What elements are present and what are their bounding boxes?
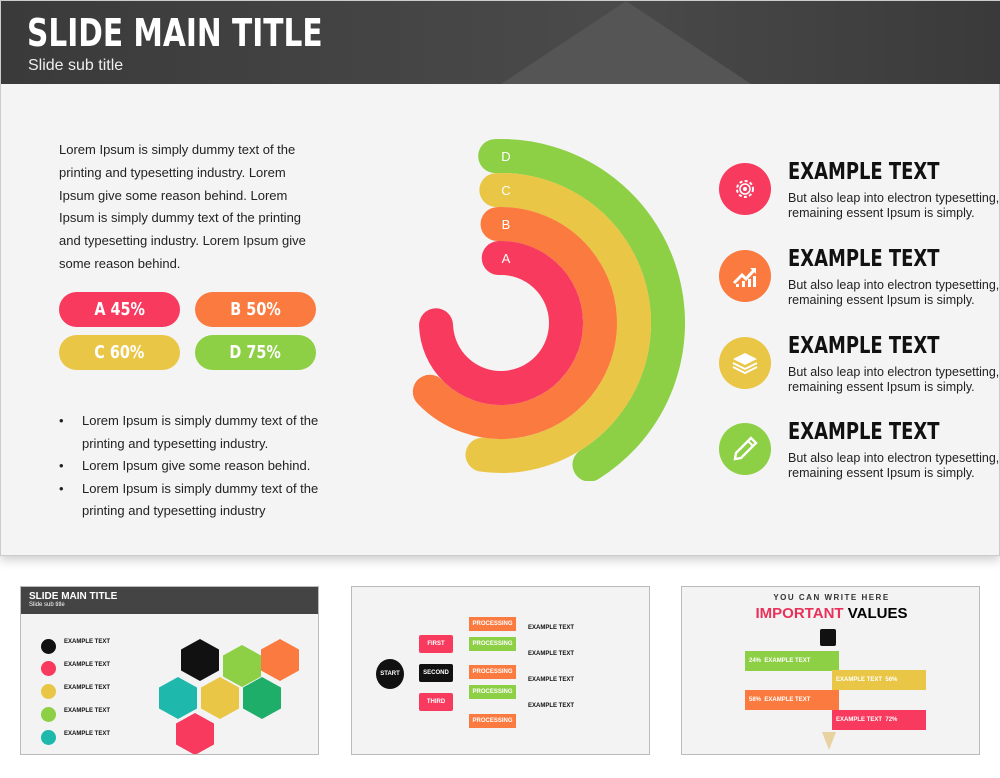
pill-d: D 75% bbox=[195, 335, 316, 370]
thumb-item: EXAMPLE TEXT bbox=[64, 708, 111, 714]
processing-step: PROCESSING bbox=[469, 665, 516, 679]
third-node: THIRD bbox=[419, 693, 453, 711]
hexagon bbox=[223, 645, 261, 687]
processing-step: PROCESSING bbox=[469, 617, 516, 631]
check-icon bbox=[41, 730, 56, 745]
example-item: EXAMPLE TEXT But also leap into electron… bbox=[719, 333, 1000, 397]
check-icon bbox=[41, 661, 56, 676]
example-item: EXAMPLE TEXT But also leap into electron… bbox=[719, 246, 1000, 310]
check-icon bbox=[41, 684, 56, 699]
arc-a bbox=[419, 241, 583, 405]
item-title: EXAMPLE TEXT bbox=[788, 159, 940, 185]
thumb-title: IMPORTANT VALUES bbox=[755, 605, 908, 622]
hexagon bbox=[201, 677, 239, 719]
second-node: SECOND bbox=[419, 664, 453, 682]
item-title: EXAMPLE TEXT bbox=[788, 419, 940, 445]
header-decoration bbox=[501, 1, 751, 84]
pencil-icon bbox=[719, 423, 771, 475]
value-bar: 24% EXAMPLE TEXT bbox=[745, 651, 839, 671]
arc-d bbox=[478, 139, 685, 481]
bullet-item: Lorem Ipsum give some reason behind. bbox=[59, 455, 329, 478]
value-bar: EXAMPLE TEXT 56% bbox=[832, 670, 926, 690]
arc-c bbox=[465, 173, 651, 473]
pill-b: B 50% bbox=[195, 292, 316, 327]
thumb-item: EXAMPLE TEXT bbox=[64, 662, 111, 668]
arc-label: B bbox=[502, 217, 511, 232]
item-desc: But also leap into electron typesetting,… bbox=[788, 191, 1000, 220]
thumb-item: EXAMPLE TEXT bbox=[528, 651, 575, 657]
processing-step: PROCESSING bbox=[469, 637, 516, 651]
pill-c: C 60% bbox=[59, 335, 180, 370]
layers-icon bbox=[719, 337, 771, 389]
pencil-eraser bbox=[820, 629, 836, 646]
value-bar: EXAMPLE TEXT 72% bbox=[832, 710, 926, 730]
item-desc: But also leap into electron typesetting,… bbox=[788, 451, 1000, 480]
arc-label: C bbox=[501, 183, 510, 198]
pencil-tip bbox=[822, 732, 836, 750]
thumb-item: EXAMPLE TEXT bbox=[528, 703, 575, 709]
thumbnail-slide-2[interactable]: START FIRST SECOND THIRD PROCESSING PROC… bbox=[351, 586, 650, 755]
hexagon bbox=[261, 639, 299, 681]
thumb-item: EXAMPLE TEXT bbox=[64, 685, 111, 691]
check-icon bbox=[41, 639, 56, 654]
arc-label: D bbox=[501, 149, 510, 164]
item-desc: But also leap into electron typesetting,… bbox=[788, 365, 1000, 394]
hexagon bbox=[176, 713, 214, 754]
item-title: EXAMPLE TEXT bbox=[788, 333, 940, 359]
thumb-item: EXAMPLE TEXT bbox=[528, 625, 575, 631]
gear-icon bbox=[719, 163, 771, 215]
pill-a: A 45% bbox=[59, 292, 180, 327]
item-title: EXAMPLE TEXT bbox=[788, 246, 940, 272]
radial-arc-chart: A B C D bbox=[412, 139, 685, 481]
arc-label: A bbox=[502, 251, 511, 266]
thumb-kicker: YOU CAN WRITE HERE bbox=[773, 593, 890, 602]
intro-paragraph: Lorem Ipsum is simply dummy text of the … bbox=[59, 142, 306, 271]
first-node: FIRST bbox=[419, 635, 453, 653]
processing-step: PROCESSING bbox=[469, 685, 516, 699]
hexagon bbox=[159, 677, 197, 719]
thumb-header: SLIDE MAIN TITLE Slide sub title bbox=[21, 587, 318, 614]
main-slide[interactable]: SLIDE MAIN TITLE Slide sub title Lorem I… bbox=[0, 0, 1000, 556]
processing-step: PROCESSING bbox=[469, 714, 516, 728]
example-item: EXAMPLE TEXT But also leap into electron… bbox=[719, 159, 1000, 223]
thumb-item: EXAMPLE TEXT bbox=[64, 639, 111, 645]
bullet-item: Lorem Ipsum is simply dummy text of the … bbox=[59, 410, 329, 455]
thumbnail-slide-1[interactable]: SLIDE MAIN TITLE Slide sub title EXAMPLE … bbox=[20, 586, 319, 755]
start-node: START bbox=[376, 659, 404, 689]
example-item: EXAMPLE TEXT But also leap into electron… bbox=[719, 419, 1000, 483]
hexagon bbox=[243, 677, 281, 719]
thumb-item: EXAMPLE TEXT bbox=[64, 731, 111, 737]
arc-b bbox=[412, 207, 617, 439]
check-icon bbox=[41, 707, 56, 722]
slide-subtitle: Slide sub title bbox=[28, 57, 124, 74]
thumb-item: EXAMPLE TEXT bbox=[528, 677, 575, 683]
bullet-item: Lorem Ipsum is simply dummy text of the … bbox=[59, 478, 329, 523]
bullet-list: Lorem Ipsum is simply dummy text of the … bbox=[59, 410, 329, 523]
slide-header: SLIDE MAIN TITLE Slide sub title bbox=[1, 1, 1000, 84]
slide-title: SLIDE MAIN TITLE bbox=[27, 11, 323, 55]
chart-growth-icon bbox=[719, 250, 771, 302]
thumbnail-slide-3[interactable]: YOU CAN WRITE HERE IMPORTANT VALUES 24% … bbox=[681, 586, 980, 755]
value-bar: 58% EXAMPLE TEXT bbox=[745, 690, 839, 710]
hexagon bbox=[181, 639, 219, 681]
thumb-subtitle: Slide sub title bbox=[29, 602, 65, 608]
item-desc: But also leap into electron typesetting,… bbox=[788, 278, 1000, 307]
thumb-title: SLIDE MAIN TITLE bbox=[29, 591, 118, 602]
